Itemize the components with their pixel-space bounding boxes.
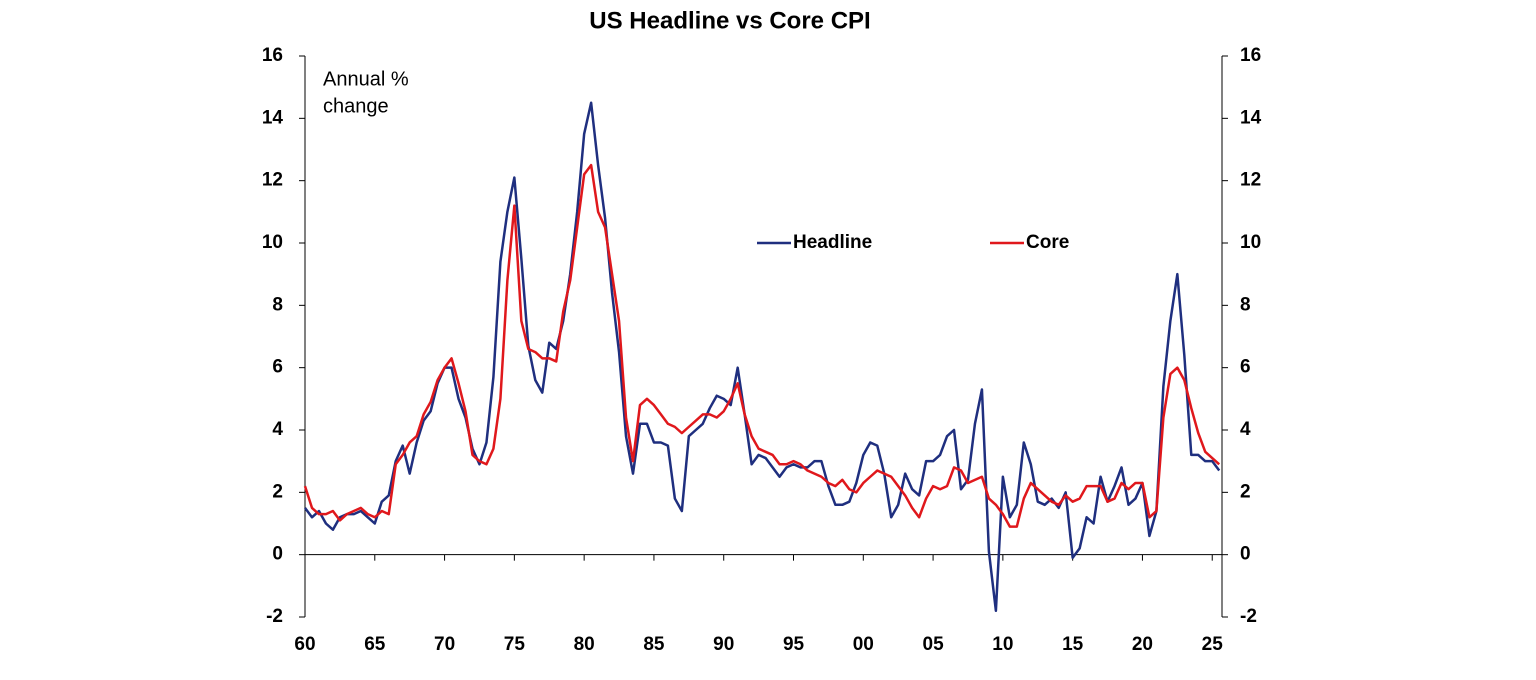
annotation: change <box>323 95 389 117</box>
y-tick-label: 10 <box>262 232 283 253</box>
y2-tick-label: 12 <box>1240 170 1261 191</box>
y2-tick-label: 0 <box>1240 544 1251 565</box>
chart-title: US Headline vs Core CPI <box>589 7 870 34</box>
y2-tick-label: 4 <box>1240 419 1251 440</box>
y-tick-label: 6 <box>272 357 283 378</box>
legend-label: Headline <box>793 232 872 253</box>
series-line <box>303 101 1221 613</box>
x-tick-label: 95 <box>783 634 805 655</box>
legend-label: Core <box>1026 232 1069 253</box>
y2-tick-label: 14 <box>1240 107 1262 128</box>
series-line <box>303 163 1221 528</box>
x-tick-label: 70 <box>434 634 455 655</box>
y2-tick-label: 16 <box>1240 45 1261 66</box>
x-tick-label: 80 <box>574 634 595 655</box>
y-tick-label: -2 <box>266 606 283 627</box>
x-tick-label: 85 <box>643 634 665 655</box>
x-tick-label: 65 <box>364 634 386 655</box>
y-tick-label: 16 <box>262 45 283 66</box>
x-tick-label: 20 <box>1132 634 1153 655</box>
x-tick-label: 15 <box>1062 634 1084 655</box>
x-tick-label: 75 <box>504 634 526 655</box>
y2-tick-label: 8 <box>1240 294 1251 315</box>
y-tick-label: 12 <box>262 170 283 191</box>
y2-tick-label: 10 <box>1240 232 1261 253</box>
y2-tick-label: 2 <box>1240 481 1251 502</box>
y-tick-label: 0 <box>272 544 283 565</box>
y-tick-label: 8 <box>272 294 283 315</box>
x-tick-label: 60 <box>294 634 315 655</box>
x-tick-label: 25 <box>1202 634 1224 655</box>
y-tick-label: 4 <box>272 419 283 440</box>
y-tick-label: 2 <box>272 481 283 502</box>
y-tick-label: 14 <box>262 107 284 128</box>
x-tick-label: 05 <box>923 634 945 655</box>
x-tick-label: 10 <box>992 634 1013 655</box>
x-tick-label: 00 <box>853 634 874 655</box>
x-tick-label: 90 <box>713 634 734 655</box>
y2-tick-label: -2 <box>1240 606 1257 627</box>
y2-tick-label: 6 <box>1240 357 1251 378</box>
annotation: Annual % <box>323 68 409 90</box>
